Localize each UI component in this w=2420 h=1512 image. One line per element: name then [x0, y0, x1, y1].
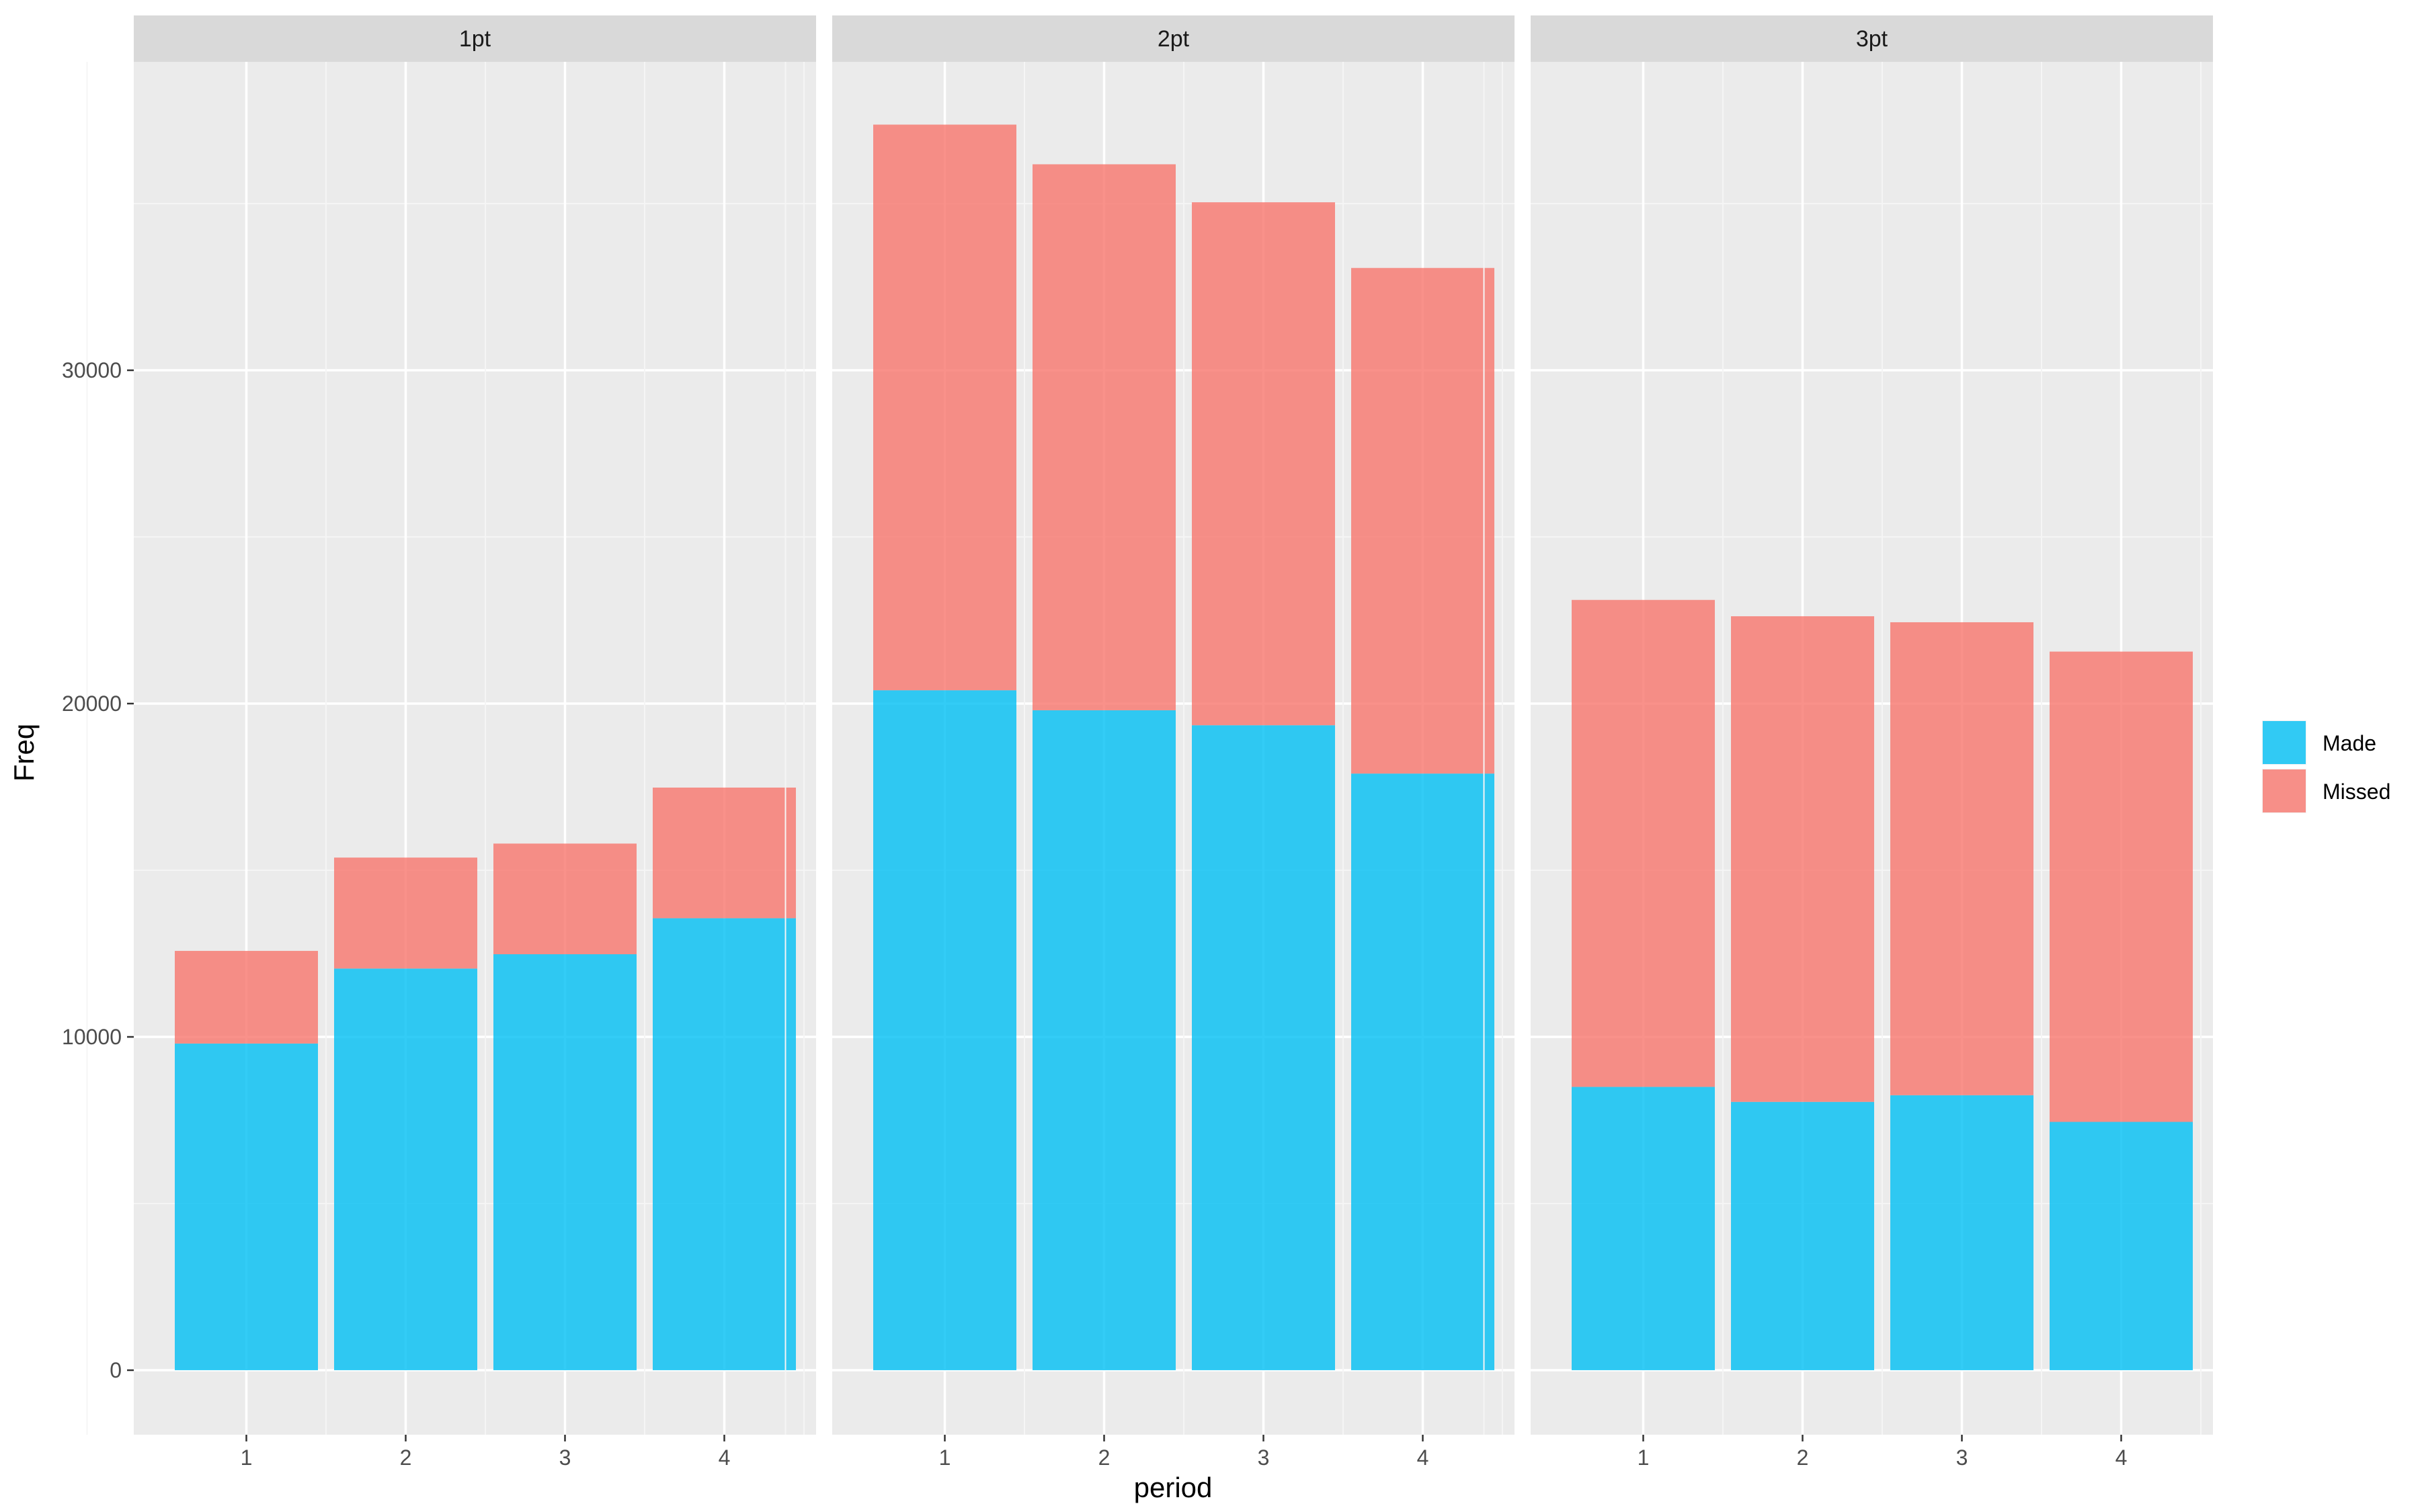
bar-2pt-made-period-1: [873, 690, 1016, 1370]
y-tick-label: 0: [110, 1358, 122, 1382]
x-tick-label: 2: [1797, 1445, 1809, 1470]
bar-2pt-made-period-4: [1351, 773, 1494, 1370]
bar-3pt-made-period-1: [1572, 1087, 1715, 1370]
facet-panel-3pt: 3pt 1 2 3 4: [1483, 15, 2213, 1470]
facet-strip: [134, 15, 816, 62]
bar-3pt-missed-period-2: [1731, 616, 1874, 1102]
legend-label-made: Made: [2323, 731, 2376, 755]
x-tick-label: 2: [400, 1445, 412, 1470]
bar-1pt-made-period-1: [175, 1043, 318, 1370]
y-axis: 0 10000 20000 30000: [62, 358, 134, 1382]
bar-1pt-made-period-4: [653, 918, 796, 1370]
x-tick-label: 3: [1258, 1445, 1270, 1470]
facet-panel-1pt: 1pt 1 2 3 4: [86, 15, 816, 1470]
facet-panels: 1pt 1 2 3 4 2pt 1 2 3 4 3pt 1 2 3 4: [86, 15, 2213, 1470]
bar-3pt-missed-period-4: [2050, 651, 2193, 1122]
bar-1pt-made-period-2: [334, 968, 477, 1370]
facet-strip-label: 1pt: [459, 26, 491, 52]
bar-2pt-missed-period-4: [1351, 267, 1494, 774]
bar-3pt-made-period-2: [1731, 1101, 1874, 1370]
y-tick-label: 30000: [62, 358, 122, 382]
y-axis-title: Freq: [8, 724, 40, 782]
x-tick-label: 4: [719, 1445, 731, 1470]
x-tick-label: 1: [241, 1445, 253, 1470]
x-tick-label: 1: [939, 1445, 951, 1470]
facet-strip: [1531, 15, 2213, 62]
legend-key-missed: [2263, 769, 2306, 812]
facet-strip: [832, 15, 1515, 62]
bar-2pt-missed-period-3: [1192, 202, 1335, 726]
bar-1pt-missed-period-3: [493, 843, 637, 954]
legend-key-made: [2263, 721, 2306, 764]
bar-3pt-missed-period-1: [1572, 599, 1715, 1087]
y-tick-label: 20000: [62, 691, 122, 716]
x-tick-label: 1: [1638, 1445, 1650, 1470]
bar-1pt-made-period-3: [493, 954, 637, 1370]
bar-2pt-missed-period-2: [1033, 164, 1176, 710]
x-axis-title: period: [1134, 1472, 1213, 1503]
x-tick-label: 3: [559, 1445, 571, 1470]
x-tick-label: 3: [1956, 1445, 1968, 1470]
legend: Made Missed: [2262, 720, 2390, 813]
x-tick-label: 4: [2115, 1445, 2128, 1470]
bar-3pt-made-period-4: [2050, 1122, 2193, 1370]
legend-label-missed: Missed: [2323, 780, 2390, 804]
x-tick-label: 4: [1417, 1445, 1429, 1470]
bar-1pt-missed-period-1: [175, 951, 318, 1044]
bar-3pt-made-period-3: [1890, 1095, 2033, 1370]
facet-panel-2pt: 2pt 1 2 3 4: [784, 15, 1515, 1470]
bar-3pt-missed-period-3: [1890, 622, 2033, 1095]
bar-2pt-made-period-3: [1192, 725, 1335, 1370]
bar-1pt-missed-period-2: [334, 857, 477, 969]
y-tick-label: 10000: [62, 1025, 122, 1049]
bar-2pt-missed-period-1: [873, 124, 1016, 691]
x-tick-label: 2: [1098, 1445, 1111, 1470]
facet-strip-label: 3pt: [1856, 26, 1888, 52]
facet-strip-label: 2pt: [1158, 26, 1190, 52]
bar-2pt-made-period-2: [1033, 710, 1176, 1370]
bar-1pt-missed-period-4: [653, 787, 796, 919]
